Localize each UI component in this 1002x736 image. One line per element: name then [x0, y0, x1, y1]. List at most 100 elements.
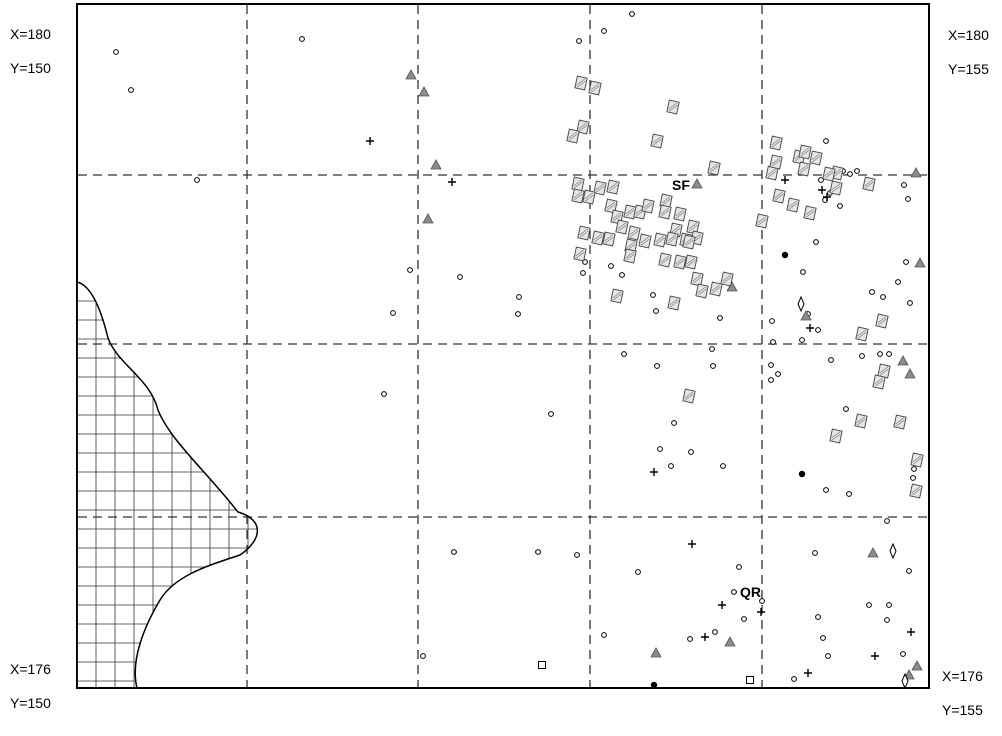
corner-label-top-left: X=180 Y=150 — [10, 9, 51, 94]
map-frame — [76, 3, 930, 689]
hatched-square-symbol — [666, 99, 680, 115]
hatched-square-symbol — [573, 246, 587, 262]
open-circle-symbol — [900, 651, 906, 657]
hatched-square-symbol — [571, 176, 585, 192]
hatched-square-symbol — [875, 313, 889, 329]
open-circle-symbol — [791, 676, 797, 682]
plus-symbol — [818, 186, 826, 194]
open-circle-symbol — [759, 598, 765, 604]
open-circle-symbol — [895, 279, 901, 285]
open-circle-symbol — [576, 38, 582, 44]
hatched-square-symbol — [641, 198, 655, 214]
open-circle-symbol — [869, 289, 875, 295]
filled-circle-symbol — [781, 251, 789, 259]
open-circle-symbol — [880, 294, 886, 300]
plus-symbol — [688, 540, 696, 548]
plus-symbol — [701, 633, 709, 641]
open-circle-symbol — [906, 568, 912, 574]
open-circle-symbol — [843, 406, 849, 412]
hatched-square-symbol — [682, 234, 696, 250]
triangle-symbol — [726, 281, 738, 292]
open-circle-symbol — [621, 351, 627, 357]
plus-symbol — [907, 628, 915, 636]
open-circle-symbol — [654, 363, 660, 369]
open-circle-symbol — [407, 267, 413, 273]
open-circle-symbol — [741, 616, 747, 622]
hatched-square-symbol — [862, 176, 876, 192]
open-circle-symbol — [299, 36, 305, 42]
open-circle-symbol — [451, 549, 457, 555]
hatched-square-symbol — [591, 230, 605, 246]
triangle-symbol — [800, 310, 812, 321]
open-circle-symbol — [671, 420, 677, 426]
filled-circle-symbol — [650, 681, 658, 689]
open-circle-symbol — [516, 294, 522, 300]
triangle-symbol — [430, 159, 442, 170]
open-circle-symbol — [717, 315, 723, 321]
diamond-symbol — [901, 672, 909, 690]
open-circle-symbol — [619, 272, 625, 278]
open-circle-symbol — [903, 259, 909, 265]
hatched-square-symbol — [566, 128, 580, 144]
plus-symbol — [781, 176, 789, 184]
corner-y-bottom-right: Y=155 — [942, 702, 983, 718]
open-circle-symbol — [910, 475, 916, 481]
open-circle-symbol — [457, 274, 463, 280]
hatched-square-symbol — [623, 248, 637, 264]
triangle-symbol — [867, 547, 879, 558]
open-circle-symbol — [886, 351, 892, 357]
open-circle-symbol — [825, 653, 831, 659]
hatched-square-symbol — [571, 188, 585, 204]
hatched-square-symbol — [772, 188, 786, 204]
hatched-square-symbol — [690, 271, 704, 287]
open-circle-symbol — [535, 549, 541, 555]
filled-circle-symbol — [798, 470, 806, 478]
hatched-square-symbol — [658, 252, 672, 268]
hatched-square-symbol — [909, 483, 923, 499]
open-circle-symbol — [390, 310, 396, 316]
open-square-symbol — [538, 661, 546, 669]
open-circle-symbol — [128, 87, 134, 93]
open-circle-symbol — [813, 239, 819, 245]
hatched-square-symbol — [574, 75, 588, 91]
open-circle-symbol — [823, 138, 829, 144]
corner-x-bottom-right: X=176 — [942, 668, 983, 684]
hatched-square-symbol — [797, 161, 811, 177]
plus-symbol — [650, 468, 658, 476]
diamond-symbol — [889, 542, 897, 560]
hatched-square-symbol — [604, 198, 618, 214]
hatched-square-symbol — [684, 254, 698, 270]
hatched-square-symbol — [872, 374, 886, 390]
hatched-square-symbol — [582, 189, 596, 205]
plus-symbol — [804, 669, 812, 677]
open-circle-symbol — [657, 446, 663, 452]
triangle-symbol — [897, 355, 909, 366]
open-circle-symbol — [884, 617, 890, 623]
open-circle-symbol — [769, 318, 775, 324]
hatched-square-symbol — [786, 197, 800, 213]
grid-lines — [78, 5, 928, 687]
open-circle-symbol — [884, 518, 890, 524]
open-circle-symbol — [601, 632, 607, 638]
hatched-square-symbol — [610, 288, 624, 304]
triangle-symbol — [405, 69, 417, 80]
hatched-square-symbol — [829, 180, 843, 196]
open-circle-symbol — [635, 569, 641, 575]
plus-symbol — [448, 178, 456, 186]
triangle-symbol — [914, 257, 926, 268]
open-square-symbol — [746, 676, 754, 684]
open-circle-symbol — [837, 203, 843, 209]
open-circle-symbol — [846, 491, 852, 497]
triangle-symbol — [650, 647, 662, 658]
triangle-symbol — [910, 167, 922, 178]
corner-label-top-right: X=180 Y=155 — [948, 10, 989, 95]
hatched-square-symbol — [709, 281, 723, 297]
open-circle-symbol — [768, 377, 774, 383]
hatched-square-symbol — [829, 428, 843, 444]
open-circle-symbol — [650, 292, 656, 298]
open-circle-symbol — [818, 177, 824, 183]
open-circle-symbol — [710, 363, 716, 369]
hatched-square-symbol — [593, 180, 607, 196]
open-circle-symbol — [687, 636, 693, 642]
hatched-square-symbol — [638, 233, 652, 249]
